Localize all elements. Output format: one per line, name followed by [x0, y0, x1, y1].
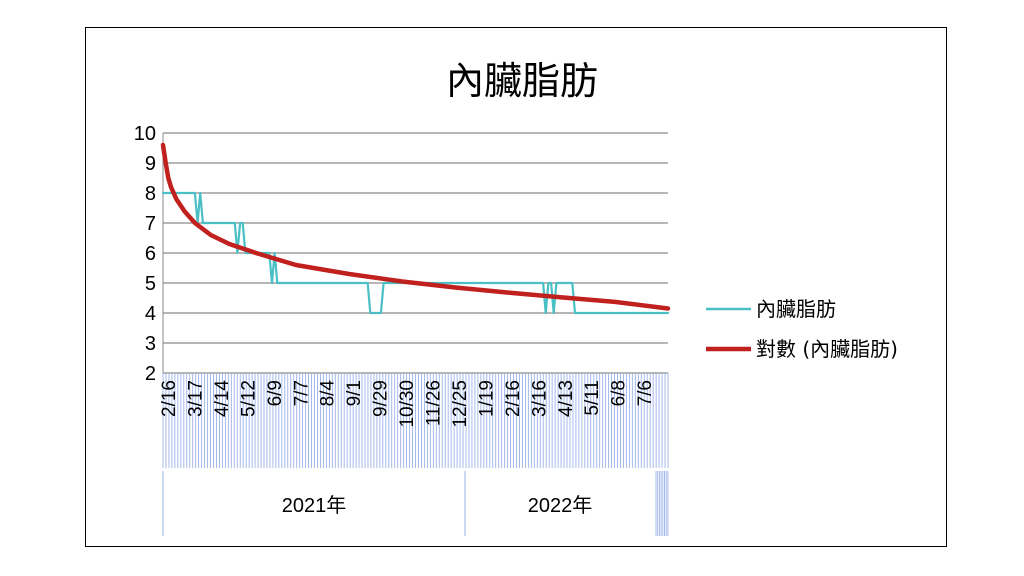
y-tick-label: 5 — [145, 273, 156, 295]
x-tick-label: 6/8 — [609, 380, 630, 406]
y-tick-label: 2 — [145, 363, 156, 385]
y-tick-label: 3 — [145, 333, 156, 355]
series-group — [160, 142, 671, 315]
year-group-label: 2022年 — [528, 494, 593, 517]
x-tick-label: 7/6 — [635, 380, 656, 406]
legend-label: 內臟脂肪 — [756, 297, 836, 321]
chart-frame: 內臟脂肪 2 3 4 5 6 7 8 9 10 2/16 3/17 4/14 5/12 6/9 7/7 8/… — [85, 27, 947, 547]
y-tick-label: 6 — [145, 243, 156, 265]
x-tick-label: 8/4 — [318, 380, 339, 407]
x-tick-label: 3/17 — [185, 380, 206, 417]
grid-lines — [162, 132, 668, 374]
x-tick-label: 7/7 — [291, 380, 312, 406]
y-tick-label: 7 — [145, 213, 156, 235]
x-tick-label: 9/29 — [371, 380, 392, 417]
x-tick-label: 2/16 — [503, 380, 524, 417]
x-tick-label: 5/12 — [238, 380, 259, 417]
y-tick-label: 8 — [145, 183, 156, 205]
y-tick-label: 4 — [145, 303, 156, 325]
chart-title: 內臟脂肪 — [446, 59, 598, 103]
trendline-series-line — [160, 142, 671, 311]
x-tick-label: 4/13 — [556, 380, 577, 417]
y-tick-label: 9 — [145, 153, 156, 175]
x-tick-label: 5/11 — [582, 380, 603, 416]
year-group-label: 2021年 — [282, 494, 347, 517]
x-tick-label: 1/19 — [476, 380, 497, 417]
legend-label: 對數 (內臟脂肪) — [756, 337, 898, 361]
x-tick-label: 6/9 — [265, 380, 286, 406]
x-tick-label: 10/30 — [397, 380, 418, 428]
x-tick-label: 9/1 — [344, 380, 365, 406]
x-axis: 2/16 3/17 4/14 5/12 6/9 7/7 8/4 9/1 9/29 10/30 11/… — [159, 373, 669, 536]
x-tick-label: 12/25 — [450, 380, 471, 428]
y-tick-label: 10 — [134, 123, 156, 145]
x-tick-label: 4/14 — [212, 380, 233, 417]
x-tick-label: 11/26 — [424, 380, 445, 426]
data-series-line — [161, 191, 670, 315]
y-axis-ticks: 2 3 4 5 6 7 8 9 10 — [134, 123, 156, 385]
x-tick-label: 2/16 — [159, 380, 180, 417]
x-tick-label: 3/16 — [529, 380, 550, 417]
